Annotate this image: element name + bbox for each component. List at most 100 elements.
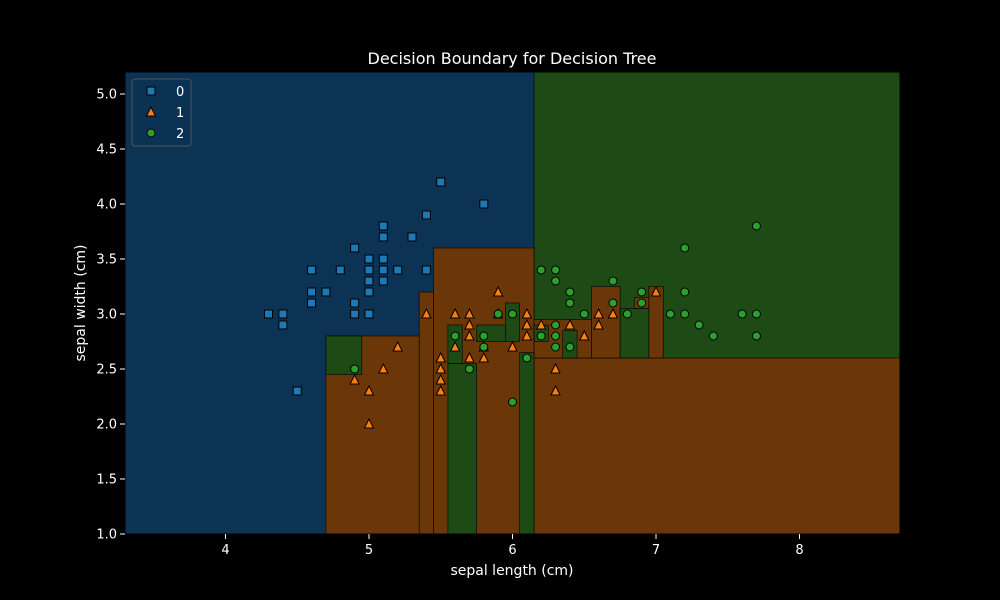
point-class-2 bbox=[350, 364, 360, 374]
point-class-0 bbox=[378, 232, 388, 242]
point-class-0 bbox=[436, 177, 446, 187]
point-class-1 bbox=[464, 307, 475, 319]
point-class-2 bbox=[751, 221, 761, 231]
point-class-2 bbox=[565, 287, 575, 297]
point-class-0 bbox=[364, 254, 374, 264]
point-class-1 bbox=[449, 307, 461, 319]
point-class-1 bbox=[550, 362, 561, 374]
point-class-1 bbox=[478, 351, 490, 363]
point-class-2 bbox=[551, 320, 561, 330]
point-class-2 bbox=[551, 331, 561, 341]
point-class-1 bbox=[392, 340, 403, 352]
region-class-1 bbox=[418, 291, 434, 534]
x-axis-label: sepal length (cm) bbox=[450, 563, 573, 579]
y-tick-label: 3.0 bbox=[96, 308, 117, 323]
point-class-0 bbox=[378, 265, 388, 275]
point-class-0 bbox=[350, 243, 360, 253]
y-tick-label: 1.0 bbox=[96, 528, 117, 543]
point-class-2 bbox=[508, 309, 517, 319]
point-class-2 bbox=[637, 298, 647, 308]
point-class-0 bbox=[421, 265, 431, 275]
y-tick-label: 3.5 bbox=[96, 253, 117, 268]
point-class-1 bbox=[363, 417, 375, 429]
point-class-1 bbox=[550, 384, 561, 396]
point-class-1 bbox=[593, 307, 604, 319]
point-class-0 bbox=[307, 287, 317, 297]
point-class-0 bbox=[307, 298, 317, 308]
point-class-1 bbox=[421, 307, 432, 319]
point-class-0 bbox=[335, 265, 345, 275]
x-tick-label: 6 bbox=[508, 543, 516, 558]
point-class-1 bbox=[607, 307, 619, 319]
point-class-1 bbox=[464, 329, 475, 341]
point-class-2 bbox=[464, 364, 474, 374]
point-class-2 bbox=[522, 353, 532, 363]
y-tick-label: 1.5 bbox=[96, 473, 117, 488]
point-class-2 bbox=[493, 309, 503, 319]
point-class-0 bbox=[278, 309, 288, 319]
point-class-2 bbox=[536, 265, 546, 275]
point-class-0 bbox=[421, 210, 431, 220]
point-class-0 bbox=[364, 287, 374, 297]
point-class-2 bbox=[665, 309, 675, 319]
point-class-1 bbox=[378, 362, 389, 374]
point-class-0 bbox=[307, 265, 317, 275]
point-class-2 bbox=[680, 309, 690, 319]
point-class-1 bbox=[464, 351, 475, 363]
point-class-1 bbox=[363, 384, 375, 396]
point-class-1 bbox=[521, 318, 533, 330]
point-class-0 bbox=[393, 265, 403, 275]
legend-marker-1 bbox=[145, 105, 157, 117]
point-class-1 bbox=[349, 373, 360, 385]
point-class-0 bbox=[378, 254, 388, 264]
point-class-0 bbox=[264, 309, 274, 319]
point-class-0 bbox=[364, 276, 374, 286]
point-class-1 bbox=[593, 318, 604, 330]
y-tick-label: 2.0 bbox=[96, 418, 117, 433]
point-class-2 bbox=[508, 397, 517, 407]
legend-label-2: 2 bbox=[176, 127, 184, 142]
point-class-0 bbox=[364, 265, 374, 275]
point-class-0 bbox=[378, 276, 388, 286]
point-class-2 bbox=[565, 342, 575, 352]
region-class-2 bbox=[505, 302, 520, 342]
region-class-2 bbox=[447, 363, 477, 534]
region-class-1 bbox=[648, 286, 664, 359]
point-class-1 bbox=[650, 285, 662, 297]
point-class-2 bbox=[536, 331, 546, 341]
point-class-0 bbox=[364, 309, 374, 319]
point-class-1 bbox=[449, 340, 461, 352]
y-tick-label: 2.5 bbox=[96, 363, 117, 378]
decision-regions bbox=[125, 72, 900, 534]
point-class-0 bbox=[479, 199, 489, 209]
region-class-1 bbox=[591, 286, 621, 359]
point-class-2 bbox=[622, 309, 632, 319]
legend-box bbox=[131, 78, 192, 147]
legend-label-0: 0 bbox=[176, 85, 184, 100]
point-class-0 bbox=[292, 386, 302, 396]
x-tick-label: 5 bbox=[365, 543, 373, 558]
point-class-2 bbox=[565, 298, 575, 308]
point-class-1 bbox=[535, 318, 547, 330]
y-tick-label: 5.0 bbox=[96, 88, 117, 103]
point-class-0 bbox=[378, 221, 388, 231]
axes: 4 5 6 7 8 1.0 1.5 2.0 2.5 3.0 3.5 4.0 4.5 5.0 bbox=[96, 71, 901, 558]
point-class-2 bbox=[737, 309, 747, 319]
y-axis-label: sepal width (cm) bbox=[73, 244, 89, 361]
point-class-2 bbox=[608, 276, 618, 286]
point-class-0 bbox=[407, 232, 417, 242]
point-class-1 bbox=[435, 362, 447, 374]
point-class-0 bbox=[321, 287, 331, 297]
point-class-2 bbox=[751, 331, 761, 341]
point-class-2 bbox=[708, 331, 718, 341]
point-class-1 bbox=[521, 307, 533, 319]
data-points bbox=[264, 177, 761, 429]
point-class-2 bbox=[637, 287, 647, 297]
point-class-2 bbox=[551, 265, 561, 275]
legend-label-1: 1 bbox=[176, 106, 184, 121]
x-tick-label: 4 bbox=[221, 543, 229, 558]
point-class-2 bbox=[479, 342, 489, 352]
point-class-2 bbox=[551, 276, 561, 286]
chart-title: Decision Boundary for Decision Tree bbox=[368, 49, 657, 68]
